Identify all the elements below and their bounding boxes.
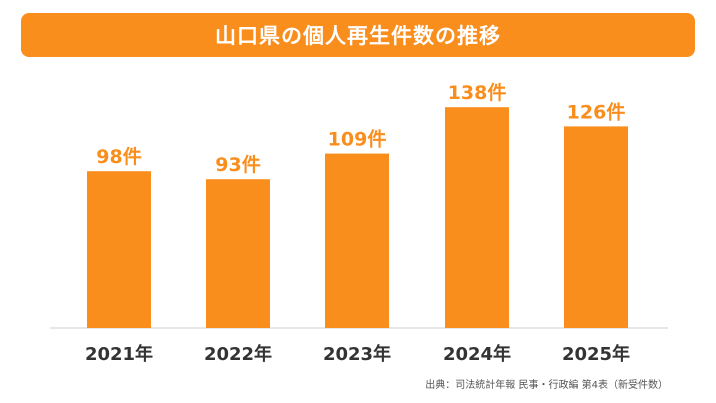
x-tick-label-2025年: 2025年 <box>562 343 630 365</box>
bar-2024年 <box>445 107 509 328</box>
bar-2025年 <box>564 126 628 329</box>
data-label-2023年: 109件 <box>328 128 387 151</box>
source-note: 出典：司法統計年報 民事・行政編 第4表（新受件数） <box>425 380 668 391</box>
x-tick-label-2022年: 2022年 <box>204 343 272 365</box>
x-tick-label-2023年: 2023年 <box>323 343 391 365</box>
bar-2023年 <box>325 153 389 328</box>
chart-title: 山口県の個人再生件数の推移 <box>215 24 501 48</box>
data-label-2025年: 126件 <box>567 100 626 123</box>
data-label-2021年: 98件 <box>96 145 141 168</box>
x-tick-label-2021年: 2021年 <box>85 343 153 365</box>
data-label-2022年: 93件 <box>215 153 260 176</box>
title-banner: 山口県の個人再生件数の推移 <box>21 13 695 57</box>
bar-2022年 <box>206 179 270 328</box>
x-tick-label-2024年: 2024年 <box>443 343 511 365</box>
bar-2021年 <box>87 171 151 328</box>
data-label-2024年: 138件 <box>448 81 507 104</box>
